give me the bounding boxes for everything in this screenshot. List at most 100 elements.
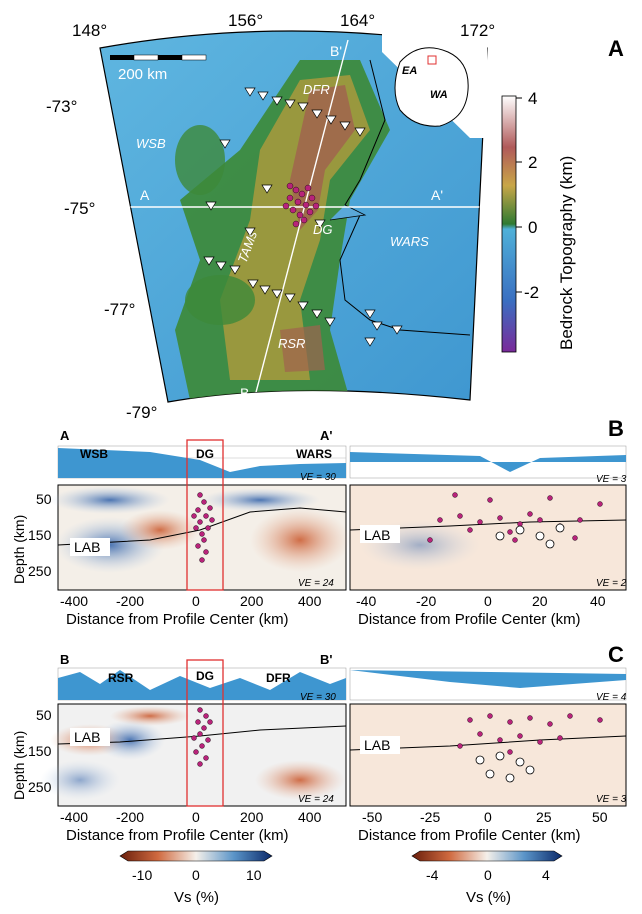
ve-label: VE = 4 — [596, 692, 627, 703]
x-axis-label: Distance from Profile Center (km) — [358, 611, 581, 628]
panel-c-left: B B' RSR DG DFR VE = 30 LAB VE = 24 Dept… — [11, 652, 347, 844]
panel-b-letter: B — [608, 416, 624, 441]
lat-tick: -77° — [104, 300, 135, 319]
panel-c-right: VE = 4 LAB VE = 3 -50 -25 0 25 50 Distan… — [349, 667, 627, 844]
x-tick: 0 — [192, 593, 200, 609]
inset-label-wa: WA — [430, 89, 448, 101]
vs-tick: 0 — [484, 867, 492, 883]
x-tick: -25 — [420, 809, 440, 825]
ve-label: VE = 24 — [298, 578, 334, 589]
vs-tick: 0 — [192, 867, 200, 883]
focal-mechanisms — [475, 751, 535, 783]
earthquakes-profile — [191, 707, 213, 767]
vs-colorbar-left: -10 0 10 Vs (%) — [119, 850, 273, 906]
earthquakes-zoom — [457, 713, 603, 755]
topo-tick: -2 — [524, 283, 539, 302]
x-axis-label: Distance from Profile Center (km) — [358, 827, 581, 844]
lab-label: LAB — [364, 737, 390, 753]
panel-c-letter: C — [608, 642, 624, 667]
profile-start: A — [60, 428, 70, 443]
topo-tick: 2 — [528, 153, 537, 172]
vs-colorbar-right: -4 0 4 Vs (%) — [411, 850, 563, 906]
vs-tick: -4 — [426, 867, 439, 883]
y-axis-label: Depth (km) — [11, 731, 27, 800]
ve-label: VE = 24 — [298, 794, 334, 805]
seismic-stations — [203, 87, 403, 347]
ve-label: VE = 3 — [596, 794, 627, 805]
lab-label: LAB — [364, 527, 390, 543]
topo-colorbar: 4 2 0 -2 Bedrock Topography (km) — [501, 89, 576, 353]
region-dfr: DFR — [266, 671, 291, 685]
inset-label-ea: EA — [402, 65, 417, 77]
y-tick: 250 — [28, 563, 52, 579]
y-tick: 150 — [28, 743, 52, 759]
x-tick: -400 — [60, 809, 88, 825]
lon-tick: 164° — [340, 11, 375, 30]
x-tick: 0 — [484, 593, 492, 609]
y-tick: 50 — [36, 491, 52, 507]
label-dg: DG — [313, 222, 333, 237]
x-tick: -20 — [416, 593, 436, 609]
y-tick: 150 — [28, 527, 52, 543]
x-tick: -400 — [60, 593, 88, 609]
x-tick: 200 — [240, 593, 264, 609]
region-rsr: RSR — [108, 671, 134, 685]
label-rsr: RSR — [278, 336, 305, 351]
x-tick: -200 — [116, 809, 144, 825]
ve-label: VE = 3 — [596, 474, 627, 485]
profile-end: B' — [320, 652, 332, 667]
x-tick: 200 — [240, 809, 264, 825]
x-tick: -40 — [356, 593, 376, 609]
x-tick: -200 — [116, 593, 144, 609]
scale-bar: 200 km — [110, 54, 207, 83]
profile-start: B — [60, 652, 69, 667]
ve-label: VE = 30 — [300, 472, 336, 483]
vs-tick: -10 — [132, 867, 152, 883]
panel-b-left: A A' WSB DG WARS VE = 30 LAB VE = 24 Dep… — [11, 428, 350, 628]
label-a: A — [140, 187, 150, 203]
region-wars: WARS — [296, 447, 332, 461]
y-tick: 250 — [28, 779, 52, 795]
y-axis-label: Depth (km) — [11, 515, 27, 584]
x-axis-label: Distance from Profile Center (km) — [66, 827, 289, 844]
label-wars: WARS — [390, 234, 429, 249]
label-b-prime: B' — [330, 43, 342, 59]
topo-tick: 0 — [528, 218, 537, 237]
x-tick: 0 — [484, 809, 492, 825]
topo-colorbar-label: Bedrock Topography (km) — [557, 156, 576, 350]
lat-tick: -73° — [46, 97, 77, 116]
region-wsb: WSB — [80, 447, 108, 461]
lon-tick: 148° — [72, 21, 107, 40]
x-tick: 0 — [192, 809, 200, 825]
scale-label: 200 km — [118, 66, 167, 83]
label-a-prime: A' — [431, 187, 443, 203]
lat-tick: -79° — [126, 403, 157, 422]
label-b: B — [240, 385, 249, 401]
vs-tick: 4 — [542, 867, 550, 883]
vs-tick: 10 — [246, 867, 262, 883]
x-axis-label: Distance from Profile Center (km) — [66, 611, 289, 628]
region-dg: DG — [196, 447, 214, 461]
y-tick: 50 — [36, 707, 52, 723]
region-dg: DG — [196, 669, 214, 683]
ve-label: VE = 30 — [300, 692, 336, 703]
panel-b-right: VE = 3 LAB VE = 2 -40 -20 0 20 40 Distan… — [349, 445, 627, 628]
x-tick: 40 — [590, 593, 606, 609]
label-dfr: DFR — [303, 82, 330, 97]
dg-box — [186, 439, 224, 591]
topo-tick: 4 — [528, 89, 537, 108]
earthquake-cluster — [282, 182, 320, 228]
x-tick: 20 — [532, 593, 548, 609]
x-tick: 400 — [298, 809, 322, 825]
panel-a-map: EA WA 200 km DFR WSB TAMs DG WARS RSR A … — [46, 11, 624, 422]
dg-box — [186, 659, 224, 807]
label-wsb: WSB — [136, 136, 166, 151]
earthquakes-profile — [191, 492, 215, 563]
x-tick: 400 — [298, 593, 322, 609]
lon-tick: 172° — [460, 21, 495, 40]
ve-label: VE = 2 — [596, 578, 627, 589]
panel-a-letter: A — [608, 36, 624, 61]
focal-mechanisms — [495, 523, 565, 549]
x-tick: 50 — [592, 809, 608, 825]
